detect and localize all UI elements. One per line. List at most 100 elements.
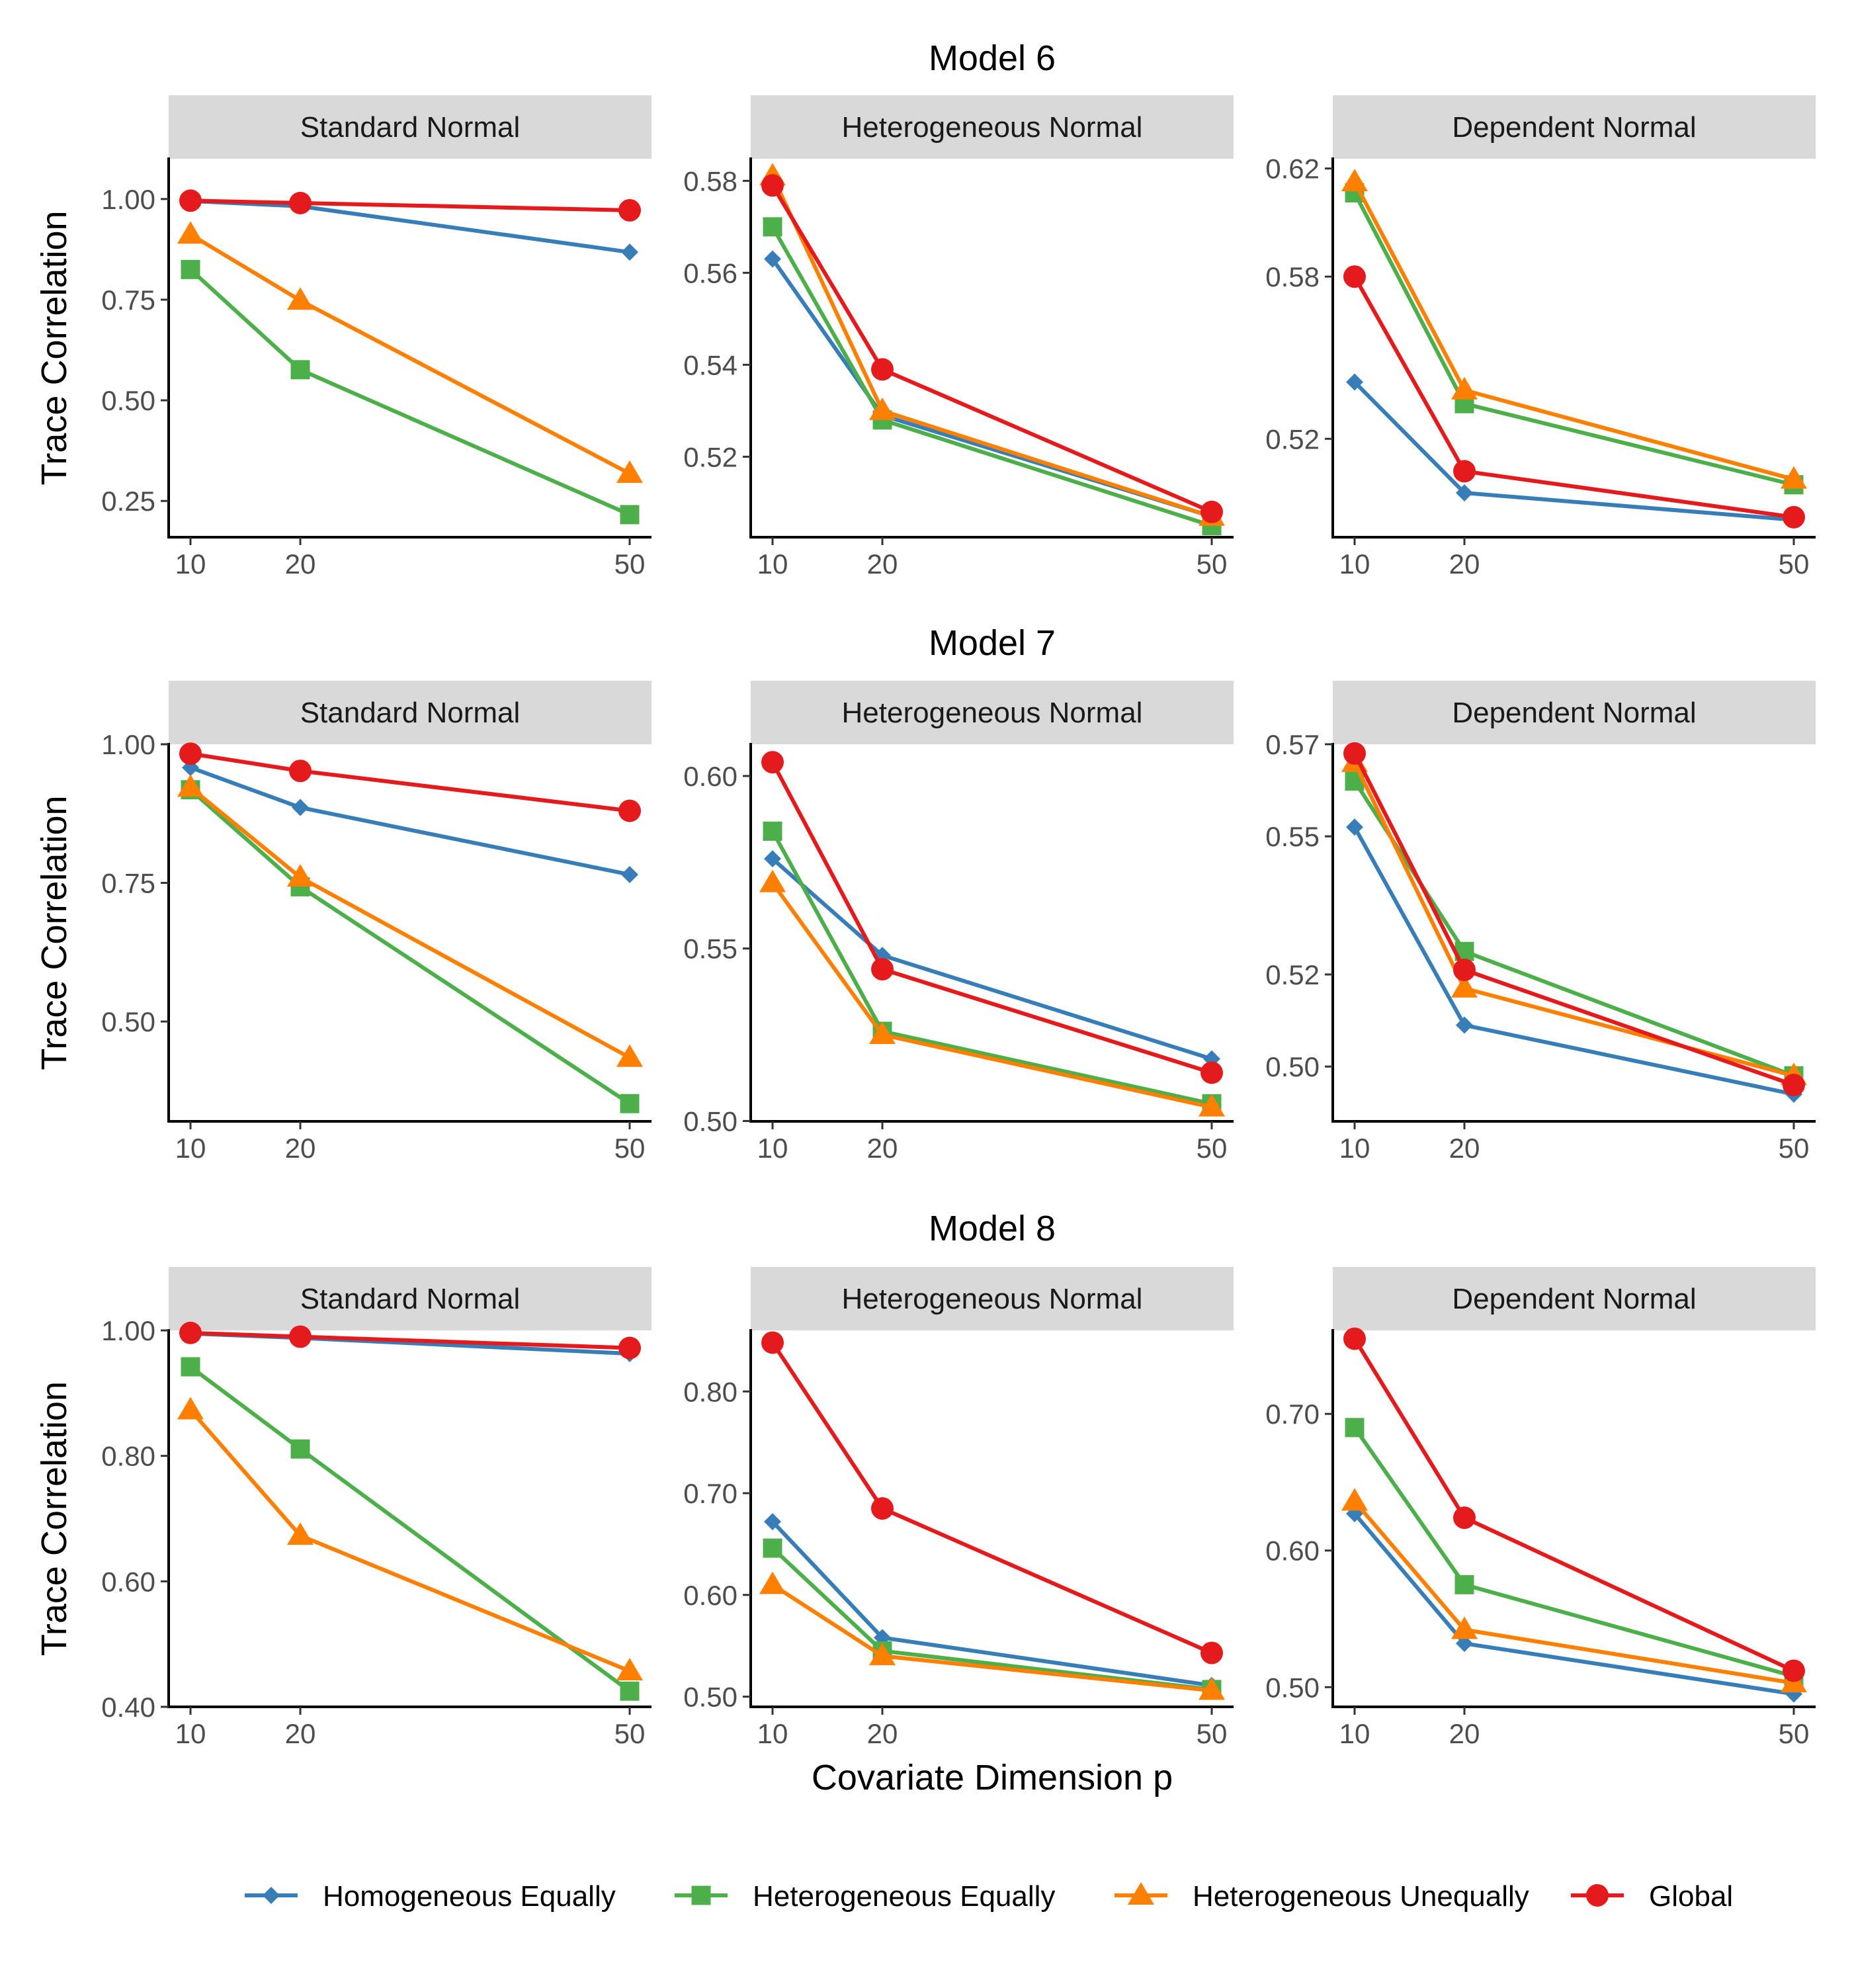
data-point-homogeneous-equally [764, 250, 781, 268]
y-axis-title: Trace Correlation [34, 210, 74, 485]
data-point-homogeneous-equally [764, 1513, 781, 1531]
data-point-heterogeneous-unequally [1341, 1488, 1368, 1511]
data-point-global [179, 1321, 202, 1344]
series-line-heterogeneous-equally [1353, 191, 1796, 487]
y-tick-label: 0.25 [101, 486, 155, 517]
facet-strip-label: Standard Normal [300, 1283, 521, 1315]
data-point-homogeneous-equally [292, 799, 309, 816]
panel-dependent-normal: Dependent Normal 0.57 0.55 0.52 0.50 10 20 50 [1265, 681, 1816, 1164]
panel-heterogeneous-normal: Heterogeneous Normal 0.60 0.55 0.50 10 20 50 [683, 681, 1234, 1164]
y-tick-label: 1.00 [101, 184, 155, 215]
data-point-global [1343, 742, 1366, 765]
data-point-heterogeneous-unequally [1199, 1094, 1225, 1117]
data-point-global [1783, 1074, 1805, 1097]
legend-label: Global [1649, 1880, 1733, 1913]
data-point-global [871, 358, 894, 381]
facet-strip [169, 1267, 652, 1330]
panel-standard-normal: Standard Normal 1.00 0.80 0.60 0.40 10 20 50 [101, 1267, 652, 1749]
x-tick-label: 50 [614, 1133, 646, 1164]
legend-key-marker [691, 1885, 711, 1905]
y-tick-label: 0.60 [1265, 1535, 1320, 1567]
data-point-global [618, 1336, 641, 1360]
data-point-homogeneous-equally [621, 243, 638, 261]
data-point-heterogeneous-unequally [869, 1643, 896, 1666]
legend-key-marker [1586, 1884, 1609, 1907]
y-tick-label: 0.70 [1265, 1399, 1320, 1430]
x-tick-label: 50 [614, 1718, 646, 1749]
x-tick-label: 50 [1197, 548, 1228, 580]
panel-dependent-normal: Dependent Normal 0.70 0.60 0.50 10 20 50 [1265, 1267, 1816, 1749]
y-tick-label: 0.52 [683, 441, 737, 472]
y-tick-label: 0.80 [683, 1376, 737, 1407]
facet-strip [1333, 95, 1816, 159]
facet-strip-label: Heterogeneous Normal [842, 697, 1143, 729]
series-line-heterogeneous-equally [1353, 779, 1796, 1078]
series-line-global [189, 752, 632, 813]
data-point-global [618, 198, 641, 222]
series-line-global [1353, 1336, 1796, 1673]
y-tick-label: 0.52 [1265, 959, 1320, 990]
x-tick-label: 20 [1449, 548, 1480, 580]
series-line-heterogeneous-equally [189, 787, 632, 1106]
legend-item-global: Global [1571, 1880, 1733, 1913]
facet-strip-label: Standard Normal [300, 111, 521, 144]
legend: Homogeneous Equally Heterogeneous Equally… [245, 1880, 1733, 1913]
facet-strip [1333, 1267, 1816, 1330]
facet-strip-label: Heterogeneous Normal [842, 1283, 1143, 1315]
series-line-homogeneous-equally [1353, 1511, 1796, 1696]
data-point-heterogeneous-unequally [1781, 466, 1807, 489]
data-point-global [1453, 460, 1476, 483]
data-point-heterogeneous-equally [181, 1357, 200, 1377]
data-point-global [289, 759, 312, 783]
y-tick-label: 0.50 [101, 1006, 155, 1037]
x-tick-label: 50 [1197, 1133, 1228, 1164]
data-point-heterogeneous-unequally [1199, 1677, 1225, 1700]
series-line-heterogeneous-equally [771, 829, 1214, 1106]
data-point-homogeneous-equally [764, 850, 781, 868]
data-point-global [761, 1331, 784, 1354]
y-tick-label: 0.80 [101, 1441, 155, 1472]
data-point-heterogeneous-unequally [616, 460, 643, 483]
y-tick-label: 1.00 [101, 729, 155, 760]
y-tick-label: 0.52 [1265, 423, 1320, 454]
y-axis-title: Trace Correlation [34, 795, 74, 1070]
model-7-row: Model 7 Standard Normal 1.00 0.75 0.50 10 20 50… [101, 623, 1816, 1164]
y-tick-label: 0.75 [101, 868, 155, 899]
series-line-heterogeneous-unequally [1353, 760, 1796, 1078]
data-point-heterogeneous-unequally [616, 1657, 643, 1680]
y-tick-label: 0.50 [683, 1682, 737, 1713]
model-8-row: Model 8 Standard Normal 1.00 0.80 0.60 0.40 10… [101, 1209, 1816, 1749]
data-point-homogeneous-equally [1346, 818, 1363, 836]
legend-label: Heterogeneous Unequally [1193, 1880, 1529, 1913]
data-point-heterogeneous-unequally [177, 221, 204, 244]
legend-key-marker [1128, 1882, 1154, 1905]
x-tick-label: 20 [285, 1718, 316, 1749]
data-point-heterogeneous-unequally [1451, 974, 1478, 998]
y-tick-label: 1.00 [101, 1315, 155, 1346]
data-point-global [1343, 1327, 1366, 1350]
data-point-heterogeneous-unequally [616, 1044, 643, 1067]
y-tick-label: 0.70 [683, 1478, 737, 1509]
data-point-global [1200, 500, 1223, 523]
data-point-global [1453, 1506, 1476, 1530]
data-point-heterogeneous-equally [1345, 1418, 1365, 1438]
data-point-heterogeneous-unequally [177, 774, 204, 797]
facet-strip-label: Dependent Normal [1452, 1283, 1696, 1315]
facet-strip [1333, 681, 1816, 744]
panel-standard-normal: Standard Normal 1.00 0.75 0.50 0.25 10 20 50 [101, 95, 652, 580]
series-line-global [771, 1340, 1214, 1655]
data-point-heterogeneous-unequally [177, 1397, 204, 1420]
y-axis-title: Trace Correlation [34, 1381, 74, 1656]
legend-key-marker [263, 1887, 280, 1904]
x-tick-label: 10 [175, 1718, 206, 1749]
x-tick-label: 50 [1197, 1718, 1228, 1749]
facet-strip-label: Dependent Normal [1452, 111, 1696, 144]
data-point-global [871, 958, 894, 981]
model-title: Model 6 [929, 38, 1056, 78]
x-tick-label: 10 [1339, 548, 1370, 580]
data-point-heterogeneous-equally [290, 360, 310, 380]
y-tick-label: 0.55 [1265, 821, 1320, 852]
facet-strip [169, 95, 652, 159]
series-line-global [189, 1330, 632, 1350]
